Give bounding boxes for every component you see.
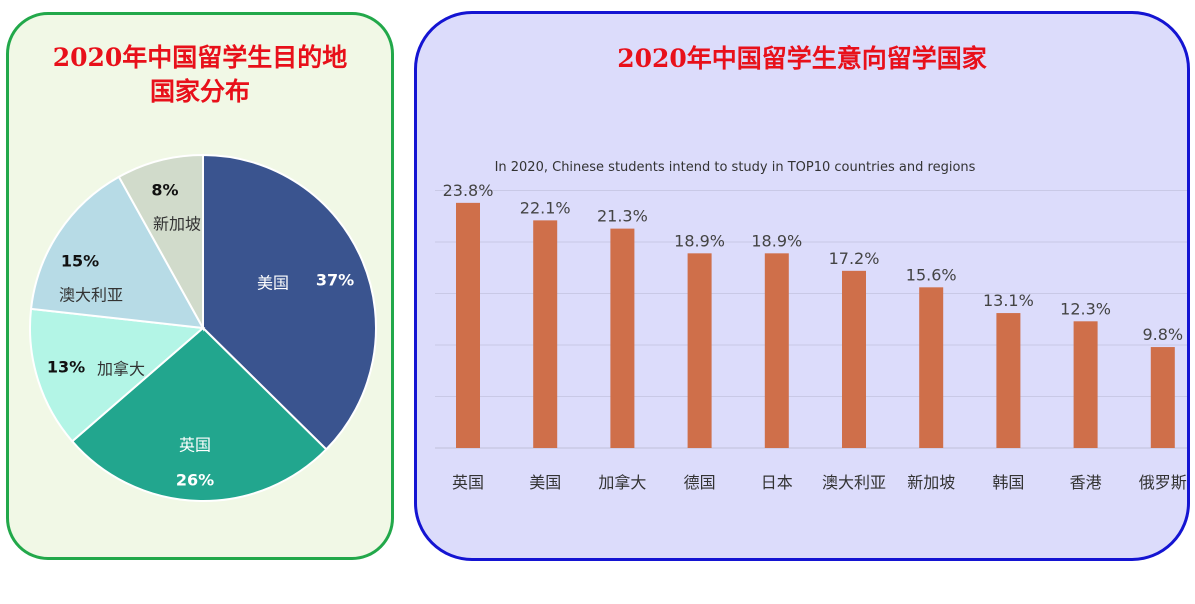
bar-panel-title: 2020年中国留学生意向留学国家 [617,44,987,73]
pie-title-line2: 国家分布 [149,77,250,106]
bar-value-label: 21.3% [597,207,648,226]
pie-slice-label: 加拿大 [97,360,145,379]
category-label: 新加坡 [907,473,955,492]
pie-title: 2020年中国留学生目的地 国家分布 [9,41,391,109]
pie-slice-label: 澳大利亚 [59,286,123,305]
bar [919,287,944,448]
bar-value-label: 13.1% [983,291,1034,310]
pie-title-line1: 2020年中国留学生目的地 [52,43,348,72]
bar-value-label: 17.2% [829,249,880,268]
pie-chart: 美国 37% 英国 26% 加拿大 13% 澳大利亚 15% 新加坡 8% [29,153,377,502]
bar-value-label: 18.9% [674,231,725,250]
bar-value-label: 15.6% [906,265,957,284]
bar-chart: In 2020, Chinese students intend to stud… [435,160,1187,492]
bar-value-label: 23.8% [443,181,494,200]
bar-value-label: 18.9% [751,231,802,250]
bar-chart-title: In 2020, Chinese students intend to stud… [495,160,976,175]
bar [610,228,635,448]
bar [996,313,1021,448]
category-label: 德国 [684,473,716,492]
bar [1073,321,1098,448]
bar [533,220,558,448]
bar [842,270,866,448]
pie-slice-percent: 13% [47,358,85,377]
category-label: 香港 [1070,473,1102,492]
pie-slice-percent: 37% [316,271,354,290]
category-label: 加拿大 [598,473,646,492]
category-label: 俄罗斯 [1139,473,1187,492]
pie-slice-percent: 26% [176,471,214,490]
category-label: 韩国 [992,473,1024,492]
pie-slice [117,153,204,332]
bar-value-label: 22.1% [520,198,571,217]
bar-panel: 2020年中国留学生意向留学国家 In 2020, Chinese studen… [414,11,1190,561]
pie-slice-label: 新加坡 [153,215,201,234]
bar [687,253,712,448]
bar [1150,347,1175,448]
pie-slice [202,153,377,451]
bar [456,202,480,448]
pie-slice-percent: 8% [151,181,178,200]
pie-slice-label: 美国 [257,274,289,293]
bar-value-label: 12.3% [1060,299,1111,318]
category-label: 英国 [452,473,484,492]
pie-slice-label: 英国 [179,436,211,455]
pie-slice [29,175,205,330]
pie-slice [70,326,328,502]
bar [764,253,789,448]
category-label: 澳大利亚 [822,473,886,492]
pie-slice-percent: 15% [61,252,99,271]
pie-slice [29,307,206,443]
category-label: 日本 [761,473,793,492]
bar-value-label: 9.8% [1142,325,1183,344]
pie-panel: 2020年中国留学生目的地 国家分布 美国 37% 英国 26% 加拿大 13% 澳大利亚 1… [6,12,394,560]
category-label: 美国 [529,473,561,492]
